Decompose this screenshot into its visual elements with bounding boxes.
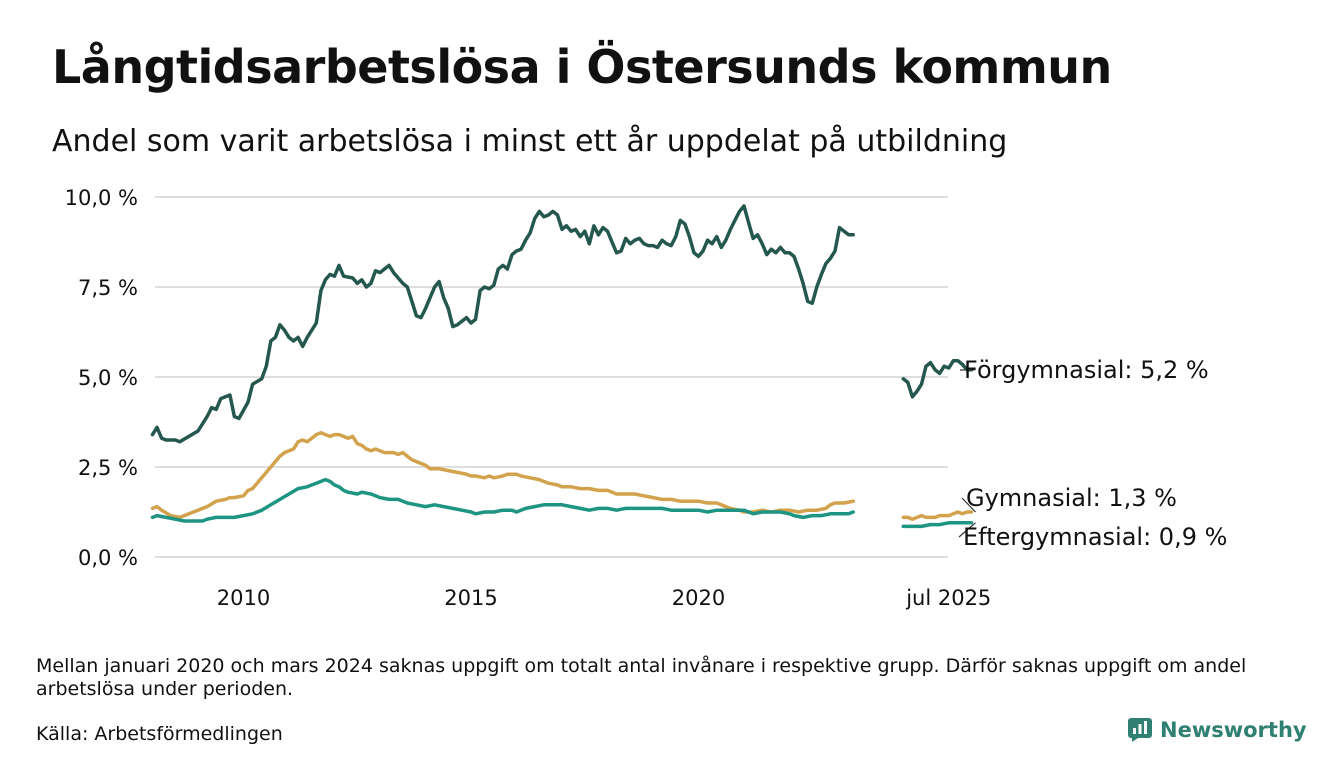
x-tick-label: jul 2025 <box>905 586 991 610</box>
series-line-förgymnasial-segment-1 <box>150 204 855 444</box>
y-tick-label: 10,0 % <box>65 186 138 210</box>
y-tick-label: 2,5 % <box>78 456 138 480</box>
source-note: Källa: Arbetsförmedlingen <box>36 723 283 745</box>
chart-subtitle: Andel som varit arbetslösa i minst ett å… <box>52 124 1008 159</box>
y-tick-label: 7,5 % <box>78 276 138 300</box>
x-axis-tick-labels: 2010 2015 2020 jul 2025 <box>217 586 992 610</box>
series-line-gymnasial-segment-2 <box>901 510 974 521</box>
y-axis-tick-labels: 0,0 % 2,5 % 5,0 % 7,5 % 10,0 % <box>65 186 138 570</box>
series-line-eftergymnasial-segment-2 <box>901 521 974 529</box>
label-leader-eftergymnasial <box>958 522 976 538</box>
series-lines <box>150 204 974 529</box>
y-tick-label: 5,0 % <box>78 366 138 390</box>
x-tick-label: 2020 <box>672 586 725 610</box>
footnote: Mellan januari 2020 och mars 2024 saknas… <box>36 655 1247 700</box>
newsworthy-logo[interactable]: Newsworthy <box>1128 718 1307 742</box>
series-end-label-eftergymnasial: Eftergymnasial: 0,9 % <box>963 523 1227 551</box>
newsworthy-logo-icon <box>1128 718 1152 742</box>
series-end-label-förgymnasial: Förgymnasial: 5,2 % <box>964 356 1209 384</box>
series-end-label-gymnasial: Gymnasial: 1,3 % <box>966 484 1177 512</box>
label-leader-gymnasial <box>961 497 976 513</box>
series-line-gymnasial-segment-1 <box>150 431 855 520</box>
x-tick-label: 2015 <box>444 586 497 610</box>
line-chart: 0,0 % 2,5 % 5,0 % 7,5 % 10,0 % 2010 2015 2020 j… <box>65 186 1228 610</box>
series-end-labels: Förgymnasial: 5,2 % Gymnasial: 1,3 % Efter… <box>958 356 1227 551</box>
series-line-eftergymnasial-segment-1 <box>150 477 855 523</box>
brand-name: Newsworthy <box>1160 718 1307 742</box>
y-tick-label: 0,0 % <box>78 546 138 570</box>
x-tick-label: 2010 <box>217 586 270 610</box>
series-line-förgymnasial-segment-2 <box>901 359 974 399</box>
chart-title: Långtidsarbetslösa i Östersunds kommun <box>52 40 1112 94</box>
